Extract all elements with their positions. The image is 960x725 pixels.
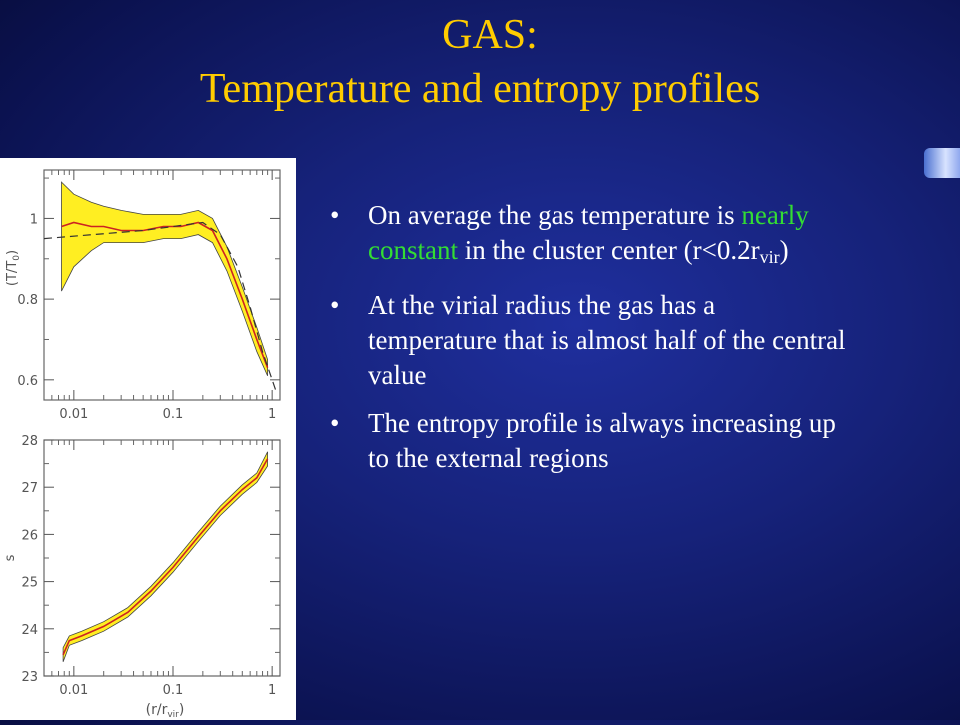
y-tick-label: 27 [21,481,38,496]
bullet-list: • On average the gas temperature is nearl… [330,198,850,489]
bullet-item: • The entropy profile is always increasin… [330,406,850,476]
slide-title: GAS: Temperature and entropy profiles [0,8,960,116]
y-axis-label: s [3,554,18,561]
bullet-dot: • [330,290,340,320]
bullet-item: • At the virial radius the gas has a temp… [330,288,850,393]
entropy-profile-chart: 0.01 0.1 1 28 27 26 25 24 23 s (r/rvir) [3,434,281,720]
bullet-text: At the virial radius the gas has a tempe… [368,290,846,390]
bullet-text-pre: On average the gas temperature is [368,200,742,230]
bullet-subscript: vir [759,247,780,267]
bullet-text-post: in the cluster center (r<0.2r [457,235,760,265]
x-tick-label: 0.01 [59,683,88,698]
error-band [62,451,268,662]
y-axis-label: (T/T0) [5,250,22,286]
entropy-chart-panel: 0.01 0.1 1 28 27 26 25 24 23 s (r/rvir) [0,430,296,720]
bullet-highlight: nearly constant [368,200,809,265]
x-axis-label: (r/rvir) [146,702,185,720]
y-tick-label: 25 [21,576,38,591]
x-tick-label: 0.1 [163,683,184,698]
temperature-chart-panel: 0.01 0.1 1 1 0.8 0.6 (T/T0) [0,158,296,430]
y-tick-label: 0.8 [17,293,38,308]
bullet-dot: • [330,408,340,438]
x-tick-label: 1 [268,407,276,422]
plot-frame [43,169,281,401]
x-tick-label: 0.01 [59,407,88,422]
y-tick-label: 23 [21,670,38,685]
title-line-1: GAS: [442,12,538,58]
bullet-text-end: ) [779,235,789,265]
y-tick-label: 0.6 [17,374,38,389]
x-tick-label: 0.1 [163,407,184,422]
mean-line [62,458,269,656]
temperature-profile-chart: 0.01 0.1 1 1 0.8 0.6 (T/T0) [5,169,281,422]
bullet-dot: • [330,200,340,230]
title-line-2: Temperature and entropy profiles [199,66,761,112]
y-tick-label: 28 [21,434,38,449]
x-tick-label: 1 [268,683,276,698]
y-tick-label: 1 [30,212,38,227]
mean-line [61,221,269,368]
error-band [61,181,268,376]
bullet-text: The entropy profile is always increasing… [368,408,836,473]
y-tick-label: 24 [21,623,38,638]
y-tick-label: 26 [21,528,38,543]
decorative-tab [924,148,960,178]
fit-line [43,221,277,393]
bullet-item: • On average the gas temperature is nearl… [330,198,850,275]
